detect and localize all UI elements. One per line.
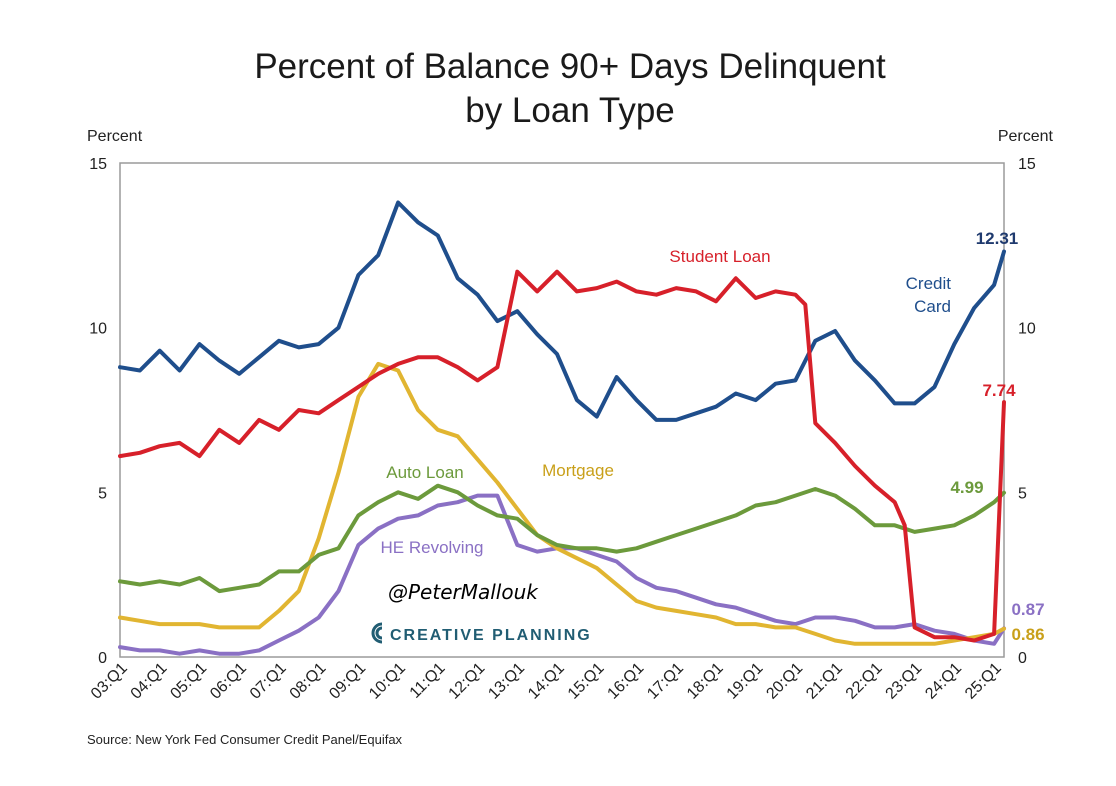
label-he-revolving: HE Revolving (381, 538, 484, 557)
label-student-loan: Student Loan (669, 247, 770, 266)
series-line-mortgage (118, 361, 1006, 646)
series-line-credit-card (118, 200, 1006, 422)
x-tick-label: 25:Q1 (962, 660, 1005, 703)
x-tick-label: 16:Q1 (604, 660, 647, 703)
y-tick-left: 10 (89, 321, 107, 338)
x-ticks: 03:Q104:Q105:Q106:Q107:Q108:Q109:Q110:Q1… (88, 660, 1005, 703)
y-tick-left: 0 (98, 650, 107, 667)
y-axis-label-right: Percent (998, 128, 1054, 145)
x-tick-label: 23:Q1 (883, 660, 926, 703)
plot-frame (119, 162, 1005, 658)
x-tick-label: 13:Q1 (485, 660, 528, 703)
y-tick-right: 10 (1018, 321, 1036, 338)
x-tick-label: 04:Q1 (128, 660, 171, 703)
label-mortgage: Mortgage (542, 461, 614, 480)
series-layer (118, 200, 1006, 656)
x-tick-label: 18:Q1 (684, 660, 727, 703)
y-tick-right: 0 (1018, 650, 1027, 667)
y-tick-left: 15 (89, 156, 107, 173)
label-auto-loan: Auto Loan (386, 463, 464, 482)
x-tick-label: 17:Q1 (644, 660, 687, 703)
x-tick-label: 12:Q1 (446, 660, 489, 703)
end-value-credit-card: 12.31 (976, 229, 1019, 248)
label-credit-card-line1: Credit (906, 274, 952, 293)
x-tick-label: 20:Q1 (763, 660, 806, 703)
x-tick-label: 08:Q1 (287, 660, 330, 703)
creative-planning-logo-icon (371, 622, 383, 644)
x-tick-label: 03:Q1 (88, 660, 131, 703)
end-value-auto-loan: 4.99 (950, 478, 983, 497)
x-tick-label: 09:Q1 (326, 660, 369, 703)
watermark-brand: CREATIVE PLANNING (371, 622, 592, 644)
x-tick-label: 19:Q1 (724, 660, 767, 703)
end-value-mortgage: 0.86 (1011, 625, 1044, 644)
x-tick-label: 11:Q1 (407, 660, 449, 702)
source-note: Source: New York Fed Consumer Credit Pan… (87, 732, 403, 747)
y-axis-label-left: Percent (87, 128, 143, 145)
x-tick-label: 05:Q1 (167, 660, 210, 703)
y-tick-right: 15 (1018, 156, 1036, 173)
series-line-student-loan (118, 269, 1006, 643)
watermark-handle: @PeterMallouk (388, 580, 539, 604)
x-tick-label: 06:Q1 (207, 660, 250, 703)
y-ticks-left: 0 5 10 15 (89, 156, 107, 667)
series-line-auto-loan (118, 483, 1006, 594)
x-tick-label: 21:Q1 (803, 660, 846, 703)
x-tick-label: 22:Q1 (843, 660, 886, 703)
y-tick-right: 5 (1018, 485, 1027, 502)
x-tick-label: 15:Q1 (565, 660, 608, 703)
x-tick-label: 07:Q1 (247, 660, 290, 703)
x-tick-label: 24:Q1 (922, 660, 965, 703)
y-tick-left: 5 (98, 485, 107, 502)
x-tick-label: 10:Q1 (366, 660, 409, 703)
brand-text: CREATIVE PLANNING (390, 627, 592, 644)
chart-title-line1: Percent of Balance 90+ Days Delinquent (254, 47, 886, 86)
y-ticks-right: 0 5 10 15 (1018, 156, 1036, 667)
label-credit-card-line2: Card (914, 297, 951, 316)
chart-title-line2: by Loan Type (465, 91, 675, 130)
end-value-student-loan: 7.74 (982, 381, 1016, 400)
end-value-he-revolving: 0.87 (1011, 600, 1044, 619)
x-tick-label: 14:Q1 (525, 660, 568, 703)
